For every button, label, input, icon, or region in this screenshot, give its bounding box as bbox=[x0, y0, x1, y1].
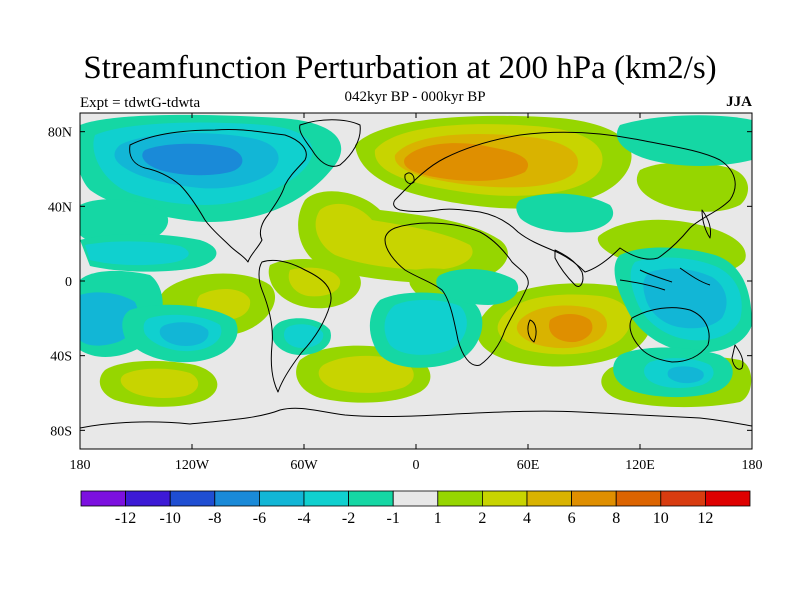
colorbar-swatch bbox=[660, 490, 706, 507]
lon-tick-label: 180 bbox=[742, 458, 763, 473]
contour-fields bbox=[80, 114, 752, 408]
lat-axis: 80N 40N 0 40S 80S bbox=[48, 126, 752, 439]
lat-tick-label: 80S bbox=[50, 424, 72, 439]
colorbar-label: 10 bbox=[653, 510, 669, 527]
colorbar-swatch bbox=[80, 490, 126, 507]
anomaly-south-pacific-far-inner bbox=[120, 368, 199, 398]
colorbar-label: -1 bbox=[387, 510, 400, 527]
colorbar-swatch bbox=[214, 490, 260, 507]
colorbar-swatch bbox=[615, 490, 662, 507]
coastline-eurasia bbox=[393, 131, 736, 273]
colorbar-swatch bbox=[526, 490, 572, 507]
colorbar-swatch bbox=[169, 490, 216, 507]
lon-tick-label: 60W bbox=[290, 458, 318, 473]
coastline-africa bbox=[384, 222, 529, 366]
colorbar-label: 12 bbox=[697, 510, 713, 527]
figure-title: Streamfunction Perturbation at 200 hPa (… bbox=[83, 50, 717, 86]
coastline-south-america bbox=[258, 259, 332, 393]
lon-axis: 180 120W 60W 0 60E 120E 180 bbox=[70, 113, 763, 473]
colorbar-swatch bbox=[125, 490, 171, 507]
colorbar-swatch bbox=[437, 490, 483, 507]
coastline-new-zealand bbox=[731, 344, 744, 370]
lat-tick-label: 40N bbox=[48, 200, 72, 215]
coastline-australia bbox=[629, 307, 710, 363]
coastline-uk bbox=[404, 172, 415, 185]
lon-tick-label: 120E bbox=[625, 458, 655, 473]
coastline-japan bbox=[701, 209, 711, 239]
lon-tick-label: 180 bbox=[70, 458, 91, 473]
anomaly-south-atlantic-inner bbox=[318, 355, 414, 393]
colorbar-swatch bbox=[392, 490, 439, 507]
anomaly-north-pacific bbox=[636, 162, 749, 212]
coastline-north-america bbox=[129, 128, 307, 263]
anomaly-mid-atlantic-inner bbox=[384, 299, 467, 355]
anomaly-eurasia-core bbox=[404, 143, 529, 181]
anomaly-arctic-russia bbox=[516, 193, 614, 233]
lon-tick-label: 0 bbox=[413, 458, 420, 473]
coastline-india bbox=[554, 249, 584, 287]
coastline-greenland bbox=[299, 119, 361, 167]
anomaly-south-america-blue-inner bbox=[284, 324, 324, 348]
colorbar-label: -12 bbox=[115, 510, 136, 527]
anomaly-indian-north bbox=[436, 268, 519, 305]
anomaly-south-america-inner bbox=[288, 267, 341, 297]
colorbar-label: 8 bbox=[612, 510, 620, 527]
anomaly-pacific-central-core bbox=[159, 322, 209, 346]
lat-tick-label: 80N bbox=[48, 126, 72, 141]
colorbar-label: 4 bbox=[523, 510, 531, 527]
colorbar-swatch bbox=[303, 490, 349, 507]
colorbar-label: -8 bbox=[208, 510, 221, 527]
coastline-madagascar bbox=[527, 319, 537, 343]
colorbar-swatch bbox=[481, 490, 528, 507]
lat-tick-label: 0 bbox=[65, 275, 72, 290]
anomaly-north-america-core bbox=[142, 143, 243, 176]
figure-subtitle: 042kyr BP - 000kyr BP bbox=[344, 89, 486, 105]
positive-anomalies bbox=[99, 115, 752, 408]
lat-tick-label: 40S bbox=[50, 350, 72, 365]
lon-tick-label: 60E bbox=[517, 458, 540, 473]
experiment-label: Expt = tdwtG-tdwta bbox=[80, 95, 201, 111]
colorbar: -12 -10 -8 -6 -4 -2 -1 1 2 4 6 8 10 12 bbox=[80, 490, 751, 527]
anomaly-tropical-east-pacific-inner bbox=[85, 241, 189, 266]
season-label: JJA bbox=[726, 94, 752, 110]
colorbar-swatch bbox=[571, 490, 617, 507]
colorbar-label: -10 bbox=[160, 510, 181, 527]
anomaly-atlantic-inner bbox=[315, 203, 473, 270]
colorbar-label: -4 bbox=[297, 510, 310, 527]
colorbar-swatch bbox=[348, 490, 394, 507]
coastlines bbox=[80, 119, 752, 429]
colorbar-label: 1 bbox=[434, 510, 442, 527]
coastline-antarctica bbox=[80, 407, 752, 429]
colorbar-label: 2 bbox=[478, 510, 486, 527]
coastline-indonesia bbox=[619, 267, 711, 291]
lon-tick-label: 120W bbox=[175, 458, 210, 473]
anomaly-indian-ocean-core bbox=[549, 314, 593, 343]
colorbar-label: -2 bbox=[342, 510, 355, 527]
colorbar-label: -6 bbox=[253, 510, 266, 527]
colorbar-label: 6 bbox=[568, 510, 576, 527]
colorbar-swatch bbox=[258, 490, 305, 507]
map-panel bbox=[80, 113, 752, 449]
colorbar-swatch bbox=[705, 490, 751, 507]
anomaly-australia-south-core bbox=[667, 366, 704, 384]
anomaly-north-pacific-east bbox=[616, 115, 752, 166]
